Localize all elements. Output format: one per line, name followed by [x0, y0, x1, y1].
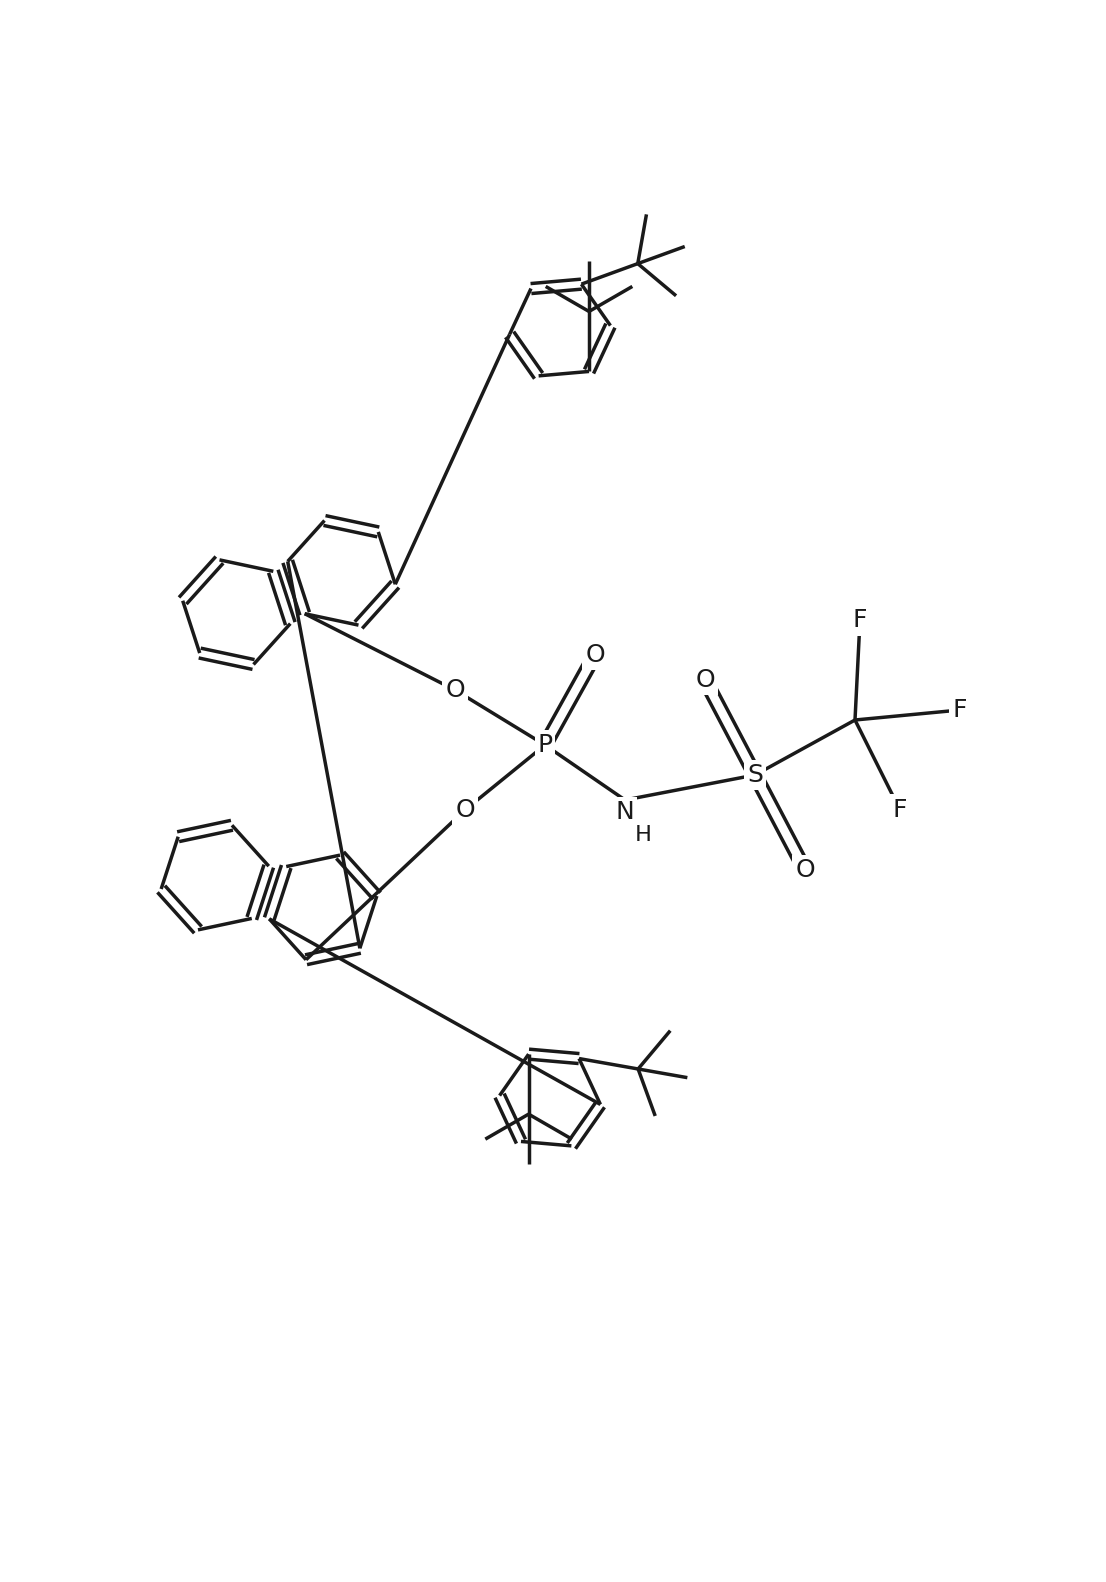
Text: P: P	[538, 732, 553, 758]
Text: O: O	[585, 642, 605, 668]
Text: O: O	[456, 797, 474, 823]
Text: O: O	[446, 679, 465, 702]
Text: F: F	[893, 797, 907, 823]
Text: F: F	[853, 607, 867, 631]
Text: S: S	[747, 763, 763, 786]
Text: H: H	[635, 824, 651, 845]
Text: O: O	[696, 668, 714, 691]
Text: O: O	[795, 857, 815, 883]
Text: N: N	[616, 800, 635, 824]
Text: F: F	[952, 698, 968, 721]
